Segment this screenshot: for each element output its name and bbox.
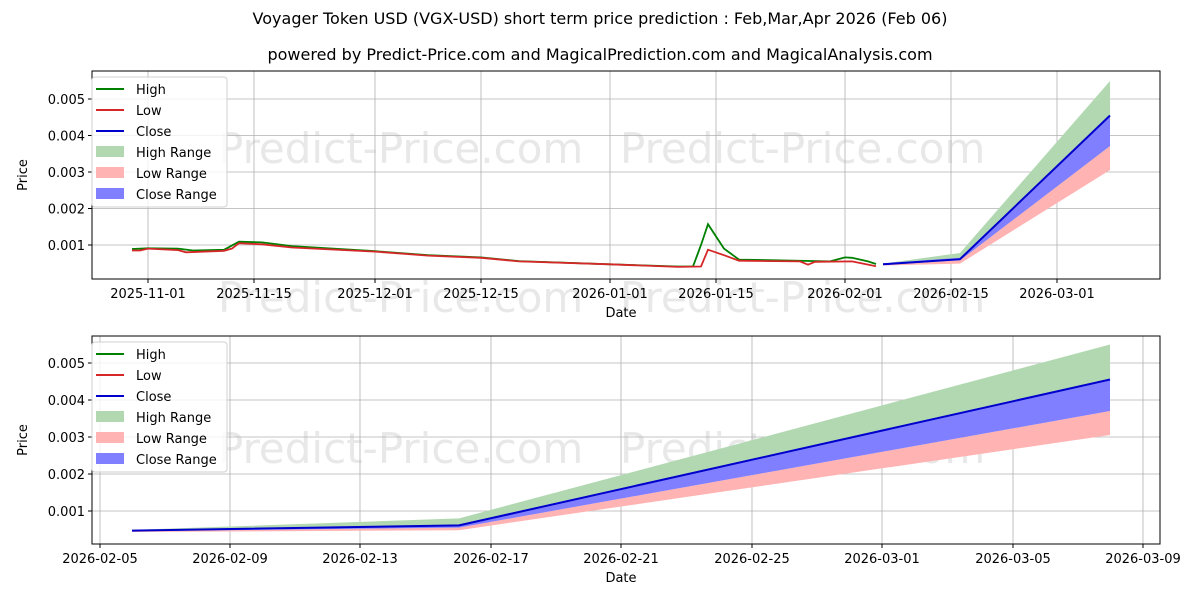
x-tick-label: 2025-12-15 — [443, 287, 519, 302]
y-tick-label: 0.002 — [48, 203, 85, 218]
watermark: Predict-Price.com — [218, 273, 583, 322]
y-tick-label: 0.001 — [48, 239, 85, 254]
y-tick-label: 0.005 — [48, 357, 85, 372]
x-tick-label: 2025-11-15 — [216, 287, 292, 302]
legend-high-range-swatch — [96, 411, 124, 422]
legend-close: Close — [136, 125, 171, 140]
legend-close-range-swatch — [96, 188, 124, 199]
top-x-axis — [147, 279, 1058, 283]
x-tick-label: 2026-02-13 — [322, 552, 398, 567]
close-line — [882, 114, 1111, 266]
x-tick-label: 2026-02-25 — [714, 552, 790, 567]
legend-high-range: High Range — [136, 146, 211, 161]
x-tick-label: 2026-02-01 — [807, 287, 883, 302]
x-axis-label: Date — [605, 571, 636, 586]
x-tick-label: 2025-12-01 — [337, 287, 413, 302]
legend-close-range: Close Range — [136, 453, 217, 468]
y-tick-label: 0.005 — [48, 93, 85, 108]
x-tick-label: 2026-02-15 — [913, 287, 989, 302]
watermark: Predict-Price.com — [620, 124, 985, 173]
x-tick-label: 2026-01-01 — [572, 287, 648, 302]
x-tick-label: 2026-01-15 — [678, 287, 754, 302]
bottom-y-axis — [88, 362, 92, 512]
y-tick-label: 0.003 — [48, 431, 85, 446]
x-tick-label: 2026-03-09 — [1105, 552, 1181, 567]
y-axis-label: Price — [16, 424, 31, 456]
close-line — [131, 378, 1111, 532]
legend-close: Close — [136, 390, 171, 405]
y-tick-label: 0.004 — [48, 130, 85, 145]
watermark: Predict-Price.com — [218, 124, 583, 173]
x-tick-label: 2026-02-17 — [453, 552, 529, 567]
y-tick-label: 0.003 — [48, 166, 85, 181]
watermark: Predict-Price.com — [620, 273, 985, 322]
top-axes-frame — [91, 70, 1161, 280]
legend-high-range-swatch — [96, 146, 124, 157]
legend-close-range: Close Range — [136, 188, 217, 203]
x-tick-label: 2026-03-01 — [844, 552, 920, 567]
top-legend: High Low Close High Range Low Range Clos… — [91, 76, 228, 208]
legend-high: High — [136, 348, 166, 363]
y-tick-label: 0.001 — [48, 505, 85, 520]
watermark: Predict-Price.com — [218, 424, 583, 473]
top-chart: Predict-Price.com Predict-Price.com Pred… — [16, 70, 1161, 322]
x-tick-label: 2026-03-05 — [975, 552, 1051, 567]
legend-low-range-swatch — [96, 432, 124, 443]
legend-close-range-swatch — [96, 453, 124, 464]
x-axis-label: Date — [605, 306, 636, 321]
legend-low: Low — [136, 369, 162, 384]
legend-high-range: High Range — [136, 411, 211, 426]
y-axis-label: Price — [16, 159, 31, 191]
legend-high: High — [136, 83, 166, 98]
top-grid — [92, 71, 1160, 279]
legend-low-range: Low Range — [136, 167, 207, 182]
legend-low-range-swatch — [96, 167, 124, 178]
x-tick-label: 2026-03-01 — [1019, 287, 1095, 302]
bottom-chart: Predict-Price.com Predict-Price.com — [16, 335, 1181, 586]
chart-title: Voyager Token USD (VGX-USD) short term p… — [252, 9, 948, 28]
low-line — [132, 242, 877, 268]
x-tick-label: 2025-11-01 — [110, 287, 186, 302]
top-y-axis — [88, 98, 92, 246]
x-tick-label: 2026-02-09 — [192, 552, 268, 567]
x-tick-label: 2026-02-21 — [583, 552, 659, 567]
legend-low: Low — [136, 104, 162, 119]
chart-subtitle: powered by Predict-Price.com and Magical… — [267, 45, 933, 64]
x-tick-label: 2026-02-05 — [62, 552, 138, 567]
y-tick-label: 0.004 — [48, 394, 85, 409]
legend-low-range: Low Range — [136, 432, 207, 447]
bottom-x-axis — [99, 544, 1144, 548]
bottom-legend: High Low Close High Range Low Range Clos… — [91, 341, 228, 473]
y-tick-label: 0.002 — [48, 468, 85, 483]
